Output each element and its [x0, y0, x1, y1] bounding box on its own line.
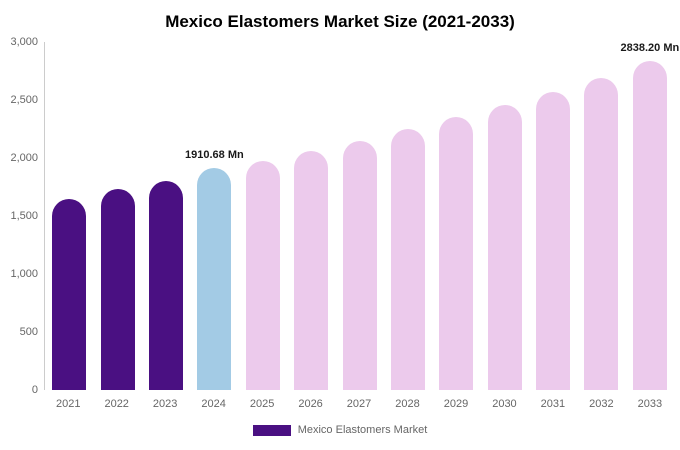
bar-2023[interactable]: [148, 181, 183, 390]
x-axis-label: 2023: [152, 398, 178, 410]
bar-2027[interactable]: [342, 140, 377, 390]
bar-column: [93, 42, 141, 390]
bar-column: 2838.20 Mn: [621, 42, 679, 390]
x-axis-label: 2033: [637, 398, 663, 410]
y-axis-tick-label: 3,000: [10, 36, 38, 48]
legend-label: Mexico Elastomers Market: [297, 424, 428, 436]
bar-value-label: 2838.20 Mn: [620, 41, 680, 54]
y-axis-tick-label: 1,000: [10, 268, 38, 280]
x-axis-label: 2027: [346, 398, 372, 410]
bar-2032[interactable]: [584, 77, 619, 390]
bar-column: [45, 42, 93, 390]
x-axis-label: 2031: [540, 398, 566, 410]
bar-column: [577, 42, 625, 390]
bar-2026[interactable]: [294, 151, 329, 390]
legend[interactable]: Mexico Elastomers Market: [0, 424, 680, 436]
x-axis-label: 2030: [492, 398, 517, 410]
x-axis-label: 2032: [589, 398, 614, 410]
bar-column: [432, 42, 480, 390]
bar-column: [335, 42, 383, 390]
y-axis-tick-label: 1,500: [10, 210, 38, 222]
bar-column: [287, 42, 335, 390]
x-axis-labels: 2021 2022 2023 2024 2025 2026 2027 2028 2029 2030…: [44, 390, 674, 410]
bar-column: [239, 42, 287, 390]
x-axis-label: 2026: [298, 398, 323, 410]
y-axis: 0 500 1,000 1,500 2,000 2,500 3,000: [4, 36, 44, 396]
bar-2021[interactable]: [52, 198, 87, 390]
x-axis-label: 2025: [249, 398, 275, 410]
bar-2024[interactable]: [197, 168, 232, 390]
x-axis-label: 2029: [443, 398, 469, 410]
bar-2028[interactable]: [390, 129, 425, 390]
bar-column: 1910.68 Mn: [185, 42, 244, 390]
bar-column: [384, 42, 432, 390]
bar-2030[interactable]: [487, 104, 522, 390]
x-axis-label: 2028: [395, 398, 420, 410]
chart-title: Mexico Elastomers Market Size (2021-2033…: [165, 12, 515, 31]
y-axis-tick-label: 2,000: [10, 152, 38, 164]
legend-swatch: [252, 424, 291, 436]
bar-2025[interactable]: [245, 160, 280, 390]
bar-2022[interactable]: [100, 189, 135, 390]
bar-2029[interactable]: [439, 117, 474, 390]
plot-area: 1910.68 Mn 2838.20 Mn: [44, 42, 679, 390]
bar-column: [529, 42, 577, 390]
x-axis-label: 2021: [55, 398, 81, 410]
bar-column: [142, 42, 190, 390]
bar-2033[interactable]: [632, 60, 667, 390]
y-axis-tick-label: 2,500: [10, 94, 38, 106]
x-axis-label: 2024: [201, 398, 226, 410]
y-axis-tick-label: 500: [19, 326, 38, 338]
y-axis-tick-label: 0: [31, 384, 38, 396]
x-axis-label: 2022: [104, 398, 129, 410]
chart-area: 0 500 1,000 1,500 2,000 2,500 3,000 1910.68 Mn…: [4, 36, 679, 396]
bar-column: [481, 42, 529, 390]
bar-2031[interactable]: [536, 91, 571, 390]
bar-value-label: 1910.68 Mn: [185, 149, 244, 162]
